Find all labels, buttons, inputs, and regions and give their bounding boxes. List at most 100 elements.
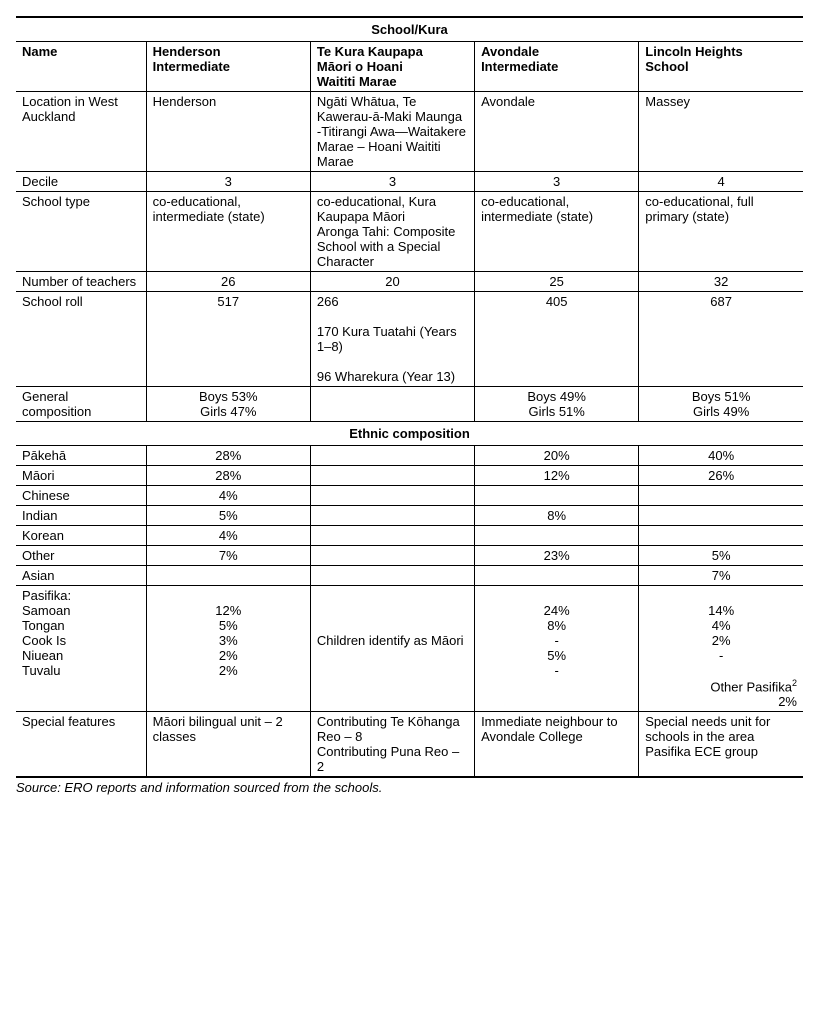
cell-indian-1 [310,506,474,526]
cell-pakeha-2: 20% [475,446,639,466]
cell-asian-2 [475,566,639,586]
cell-maori-3: 26% [639,466,803,486]
label-special: Special features [16,712,146,778]
other-pasifika-note: Other Pasifika2 [645,678,797,694]
cell-special-0: Māori bilingual unit – 2 classes [146,712,310,778]
cell-teachers-1: 20 [310,272,474,292]
val-samoan-3: 14% [708,603,734,618]
val-cookis-2: - [554,633,558,648]
val-tuvalu-0: 2% [219,663,238,678]
label-pasifika: Pasifika: Samoan Tongan Cook Is Niuean T… [16,586,146,712]
cell-asian-3: 7% [639,566,803,586]
header-name: Name [16,42,146,92]
cell-maori-1 [310,466,474,486]
cell-indian-0: 5% [146,506,310,526]
label-asian: Asian [16,566,146,586]
cell-maori-0: 28% [146,466,310,486]
cell-asian-0 [146,566,310,586]
cell-other-0: 7% [146,546,310,566]
cell-decile-1: 3 [310,172,474,192]
label-gencomp: General composition [16,387,146,422]
cell-gencomp-2: Boys 49% Girls 51% [475,387,639,422]
cell-korean-0: 4% [146,526,310,546]
val-samoan-0: 12% [215,603,241,618]
cell-decile-2: 3 [475,172,639,192]
cell-schooltype-3: co-educational, full primary (state) [639,192,803,272]
cell-pakeha-1 [310,446,474,466]
cell-chinese-2 [475,486,639,506]
cell-chinese-1 [310,486,474,506]
val-tongan-2: 8% [547,618,566,633]
other-pasifika-val: 2% [645,694,797,709]
label-location: Location in West Auckland [16,92,146,172]
cell-special-2: Immediate neighbour to Avondale College [475,712,639,778]
label-maori: Māori [16,466,146,486]
label-samoan: Samoan [22,603,70,618]
val-niuean-3: - [719,648,723,663]
label-decile: Decile [16,172,146,192]
val-samoan-2: 24% [544,603,570,618]
label-korean: Korean [16,526,146,546]
cell-schooltype-0: co-educational, intermediate (state) [146,192,310,272]
cell-pasifika-2: 24% 8% - 5% - [475,586,639,712]
cell-decile-0: 3 [146,172,310,192]
label-teachers: Number of teachers [16,272,146,292]
cell-teachers-0: 26 [146,272,310,292]
cell-location-2: Avondale [475,92,639,172]
source-note: Source: ERO reports and information sour… [16,780,803,795]
cell-special-1: Contributing Te Kōhanga Reo – 8 Contribu… [310,712,474,778]
val-cookis-0: 3% [219,633,238,648]
label-roll: School roll [16,292,146,387]
cell-chinese-0: 4% [146,486,310,506]
cell-gencomp-3: Boys 51% Girls 49% [639,387,803,422]
label-cookis: Cook Is [22,633,66,648]
val-tongan-3: 4% [712,618,731,633]
pasifika-heading: Pasifika: [22,588,71,603]
cell-roll-0: 517 [146,292,310,387]
cell-schooltype-1: co-educational, Kura Kaupapa Māori Arong… [310,192,474,272]
header-col-2: Avondale Intermediate [475,42,639,92]
cell-pakeha-0: 28% [146,446,310,466]
cell-other-3: 5% [639,546,803,566]
val-tongan-0: 5% [219,618,238,633]
school-comparison-table: School/Kura Name Henderson Intermediate … [16,16,803,795]
cell-other-1 [310,546,474,566]
cell-decile-3: 4 [639,172,803,192]
label-schooltype: School type [16,192,146,272]
label-tongan: Tongan [22,618,65,633]
cell-roll-1: 266 170 Kura Tuatahi (Years 1–8) 96 Whar… [310,292,474,387]
cell-teachers-2: 25 [475,272,639,292]
val-niuean-0: 2% [219,648,238,663]
label-indian: Indian [16,506,146,526]
header-col-1: Te Kura Kaupapa Māori o Hoani Waititi Ma… [310,42,474,92]
label-chinese: Chinese [16,486,146,506]
cell-gencomp-0: Boys 53% Girls 47% [146,387,310,422]
cell-korean-1 [310,526,474,546]
cell-special-3: Special needs unit for schools in the ar… [639,712,803,778]
val-pasifika-note-1: Children identify as Māori [317,633,464,648]
label-other: Other [16,546,146,566]
header-col-3: Lincoln Heights School [639,42,803,92]
cell-indian-3 [639,506,803,526]
ethnic-header: Ethnic composition [16,422,803,446]
cell-pasifika-3: 14% 4% 2% - Other Pasifika2 2% [639,586,803,712]
cell-asian-1 [310,566,474,586]
cell-pasifika-0: 12% 5% 3% 2% 2% [146,586,310,712]
cell-schooltype-2: co-educational, intermediate (state) [475,192,639,272]
cell-maori-2: 12% [475,466,639,486]
cell-other-2: 23% [475,546,639,566]
label-tuvalu: Tuvalu [22,663,61,678]
label-pakeha: Pākehā [16,446,146,466]
cell-roll-2: 405 [475,292,639,387]
cell-roll-3: 687 [639,292,803,387]
cell-indian-2: 8% [475,506,639,526]
cell-location-0: Henderson [146,92,310,172]
val-niuean-2: 5% [547,648,566,663]
val-cookis-3: 2% [712,633,731,648]
label-niuean: Niuean [22,648,63,663]
cell-gencomp-1 [310,387,474,422]
cell-location-3: Massey [639,92,803,172]
cell-pasifika-1: Children identify as Māori [310,586,474,712]
table-title: School/Kura [16,17,803,42]
val-tuvalu-2: - [554,663,558,678]
